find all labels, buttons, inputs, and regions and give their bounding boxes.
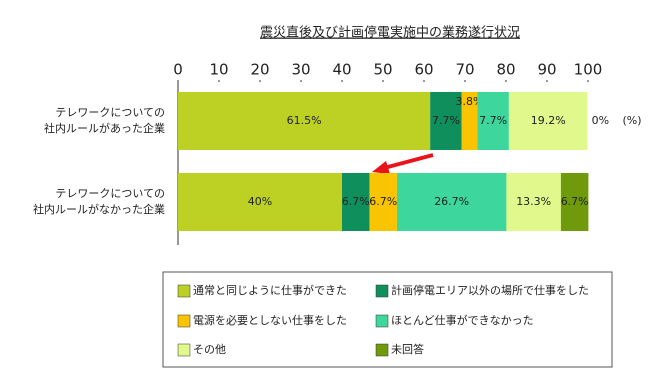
unit-label: (%) bbox=[622, 114, 641, 127]
x-tick-label: 70 bbox=[455, 61, 474, 79]
legend-swatch bbox=[375, 314, 389, 328]
legend-label: 未回答 bbox=[391, 342, 424, 356]
x-tick-label: 60 bbox=[414, 61, 433, 79]
data-label: 13.3% bbox=[516, 195, 551, 208]
annotation-arrow bbox=[372, 153, 434, 174]
x-tick-label: 0 bbox=[173, 61, 183, 79]
data-label: 3.8% bbox=[456, 95, 484, 108]
bar-segment bbox=[508, 92, 588, 150]
bar-segment bbox=[396, 173, 507, 231]
bar-segment bbox=[342, 173, 370, 231]
legend-label: 電源を必要としない仕事をした bbox=[193, 313, 347, 327]
bar-segment bbox=[461, 92, 478, 150]
x-tick-label: 100 bbox=[574, 61, 603, 79]
data-label: 19.2% bbox=[531, 114, 566, 127]
x-tick-label: 80 bbox=[496, 61, 515, 79]
data-label: 0% bbox=[592, 114, 609, 127]
legend-label: その他 bbox=[193, 343, 226, 356]
legend-box bbox=[162, 271, 613, 368]
legend-swatch bbox=[177, 343, 191, 357]
legend-swatch bbox=[177, 314, 191, 328]
data-label: 61.5% bbox=[287, 114, 322, 127]
legend-label: ほとんど仕事ができなかった bbox=[391, 313, 534, 327]
data-label: 7.7% bbox=[479, 114, 507, 127]
data-label: 7.7% bbox=[432, 114, 460, 127]
chart-title: 震災直後及び計画停電実施中の業務遂行状況 bbox=[260, 25, 520, 41]
data-label: 6.7% bbox=[561, 195, 589, 208]
bar-segment bbox=[178, 92, 431, 150]
bar-segment bbox=[477, 92, 509, 150]
legend-swatch bbox=[375, 284, 389, 298]
x-tick-label: 20 bbox=[250, 61, 269, 79]
category-label: 社内ルールがなかった企業 bbox=[33, 202, 165, 216]
category-label: 社内ルールがあった企業 bbox=[44, 121, 165, 135]
data-label: 26.7% bbox=[434, 195, 469, 208]
legend-swatch bbox=[177, 284, 191, 298]
data-label: 6.7% bbox=[342, 195, 370, 208]
x-tick-label: 30 bbox=[291, 61, 310, 79]
data-label: 40% bbox=[248, 195, 272, 208]
bar-segment bbox=[560, 173, 589, 231]
x-tick-label: 50 bbox=[373, 61, 392, 79]
legend-swatch bbox=[375, 343, 389, 357]
category-label: テレワークについての bbox=[55, 187, 165, 200]
legend-label: 通常と同じように仕事ができた bbox=[193, 283, 347, 297]
x-tick-label: 40 bbox=[332, 61, 351, 79]
bar-segment bbox=[430, 92, 462, 150]
x-tick-label: 10 bbox=[209, 61, 228, 79]
data-label: 6.7% bbox=[369, 195, 397, 208]
bar-segment bbox=[369, 173, 397, 231]
x-tick-label: 90 bbox=[537, 61, 556, 79]
legend-label: 計画停電エリア以外の場所で仕事をした bbox=[391, 283, 589, 297]
bar-segment bbox=[178, 173, 342, 231]
category-label: テレワークについての bbox=[55, 106, 165, 119]
bar-segment bbox=[506, 173, 561, 231]
